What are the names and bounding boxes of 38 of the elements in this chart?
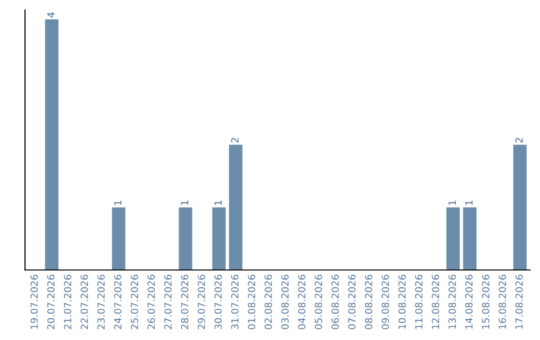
x-tick-label: 25.07.2026: [130, 274, 138, 330]
data-label: 4: [47, 12, 54, 18]
x-tick-label: 11.08.2026: [415, 274, 422, 329]
x-tick-label: 14.08.2026: [465, 274, 473, 329]
data-label: 1: [214, 200, 222, 205]
x-tick-label: 26.07.2026: [148, 274, 155, 330]
x-tick-label: 06.08.2026: [331, 274, 339, 330]
x-tick-label: 31.07.2026: [231, 274, 239, 330]
data-label: 2: [231, 138, 238, 143]
x-tick-label: 01.08.2026: [248, 274, 256, 330]
x-tick-label: 22.07.2026: [80, 274, 88, 330]
x-tick-label: 16.08.2026: [498, 274, 506, 329]
x-tick-label: 24.07.2026: [114, 274, 122, 330]
x-tick-label: 27.07.2026: [164, 274, 172, 330]
x-tick-label: 07.08.2026: [348, 274, 356, 330]
x-tick-label: 29.07.2026: [198, 274, 206, 330]
data-label: 1: [114, 200, 122, 205]
data-label: 1: [448, 200, 456, 205]
x-tick-label: 15.08.2026: [482, 274, 490, 329]
x-tick-label: 21.07.2026: [64, 274, 72, 330]
data-label: 1: [181, 200, 188, 205]
data-label: 1: [465, 200, 472, 205]
x-tick-label: 03.08.2026: [281, 274, 289, 330]
x-tick-label: 23.07.2026: [97, 274, 105, 330]
x-tick-label: 17.08.2026: [515, 274, 523, 329]
x-tick-label: 10.08.2026: [398, 274, 406, 329]
data-label: 2: [515, 138, 523, 143]
x-tick-label: 04.08.2026: [298, 274, 306, 330]
x-tick-label: 08.08.2026: [364, 274, 372, 330]
x-tick-label: 13.08.2026: [448, 274, 456, 329]
x-tick-label: 19.07.2026: [30, 274, 38, 329]
x-tick-label: 09.08.2026: [382, 274, 390, 330]
x-tick-label: 02.08.2026: [264, 274, 272, 330]
x-tick-label: 12.08.2026: [432, 274, 440, 329]
x-tick-label: 20.07.2026: [47, 274, 55, 330]
x-tick-label: 28.07.2026: [180, 274, 188, 330]
x-tick-label: 05.08.2026: [314, 274, 322, 330]
x-tick-label: 30.07.2026: [214, 274, 222, 330]
